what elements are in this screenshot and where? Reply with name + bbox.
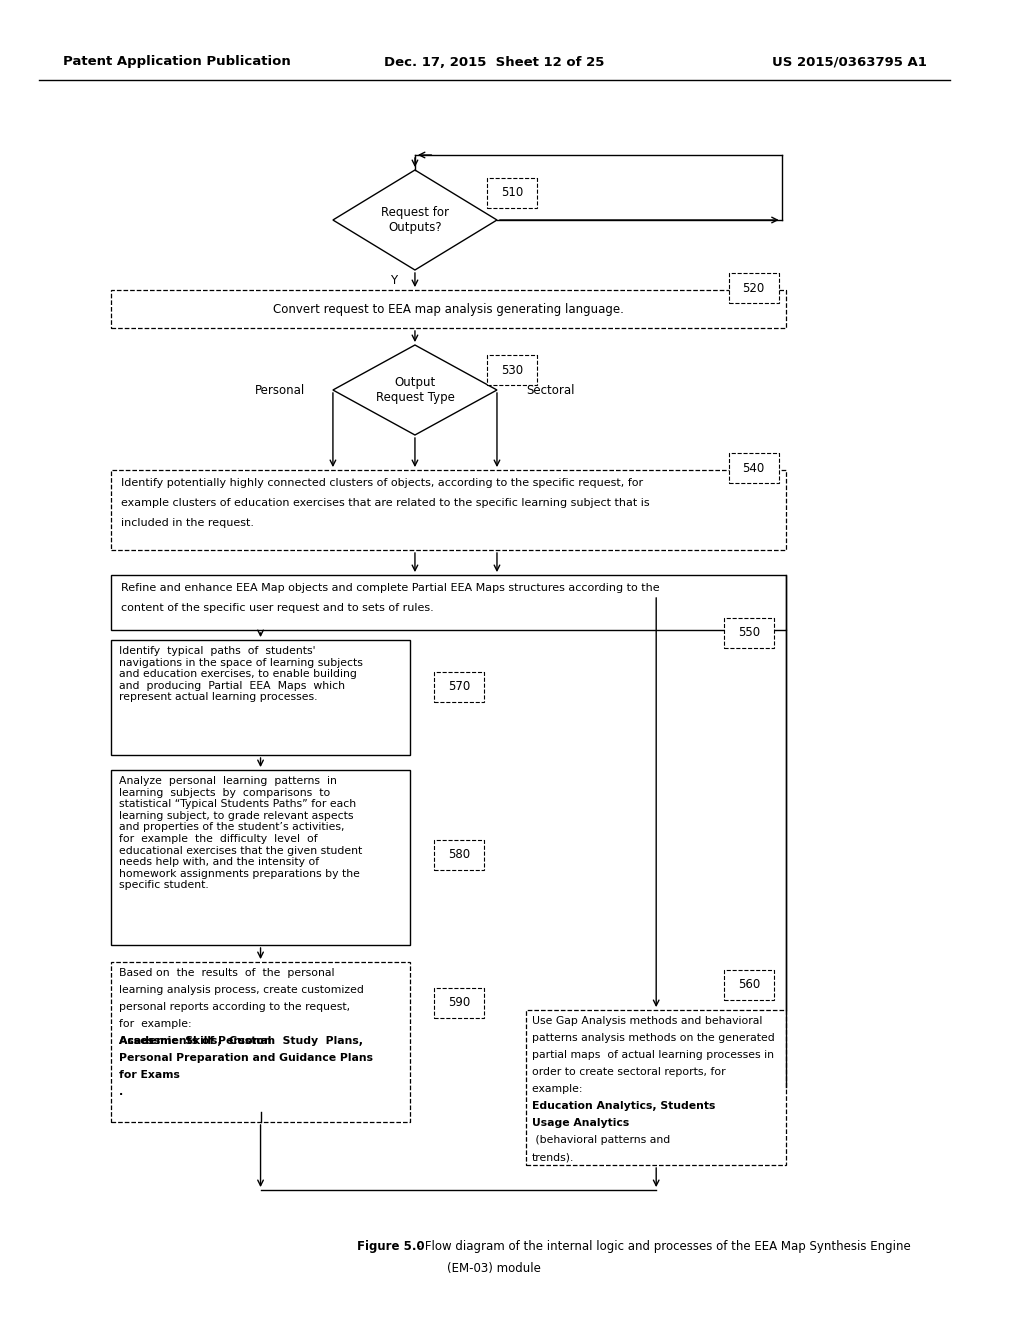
Text: order to create sectoral reports, for: order to create sectoral reports, for <box>531 1067 725 1077</box>
FancyBboxPatch shape <box>111 290 786 327</box>
FancyBboxPatch shape <box>111 576 786 630</box>
Text: 580: 580 <box>449 849 470 862</box>
Text: Output
Request Type: Output Request Type <box>376 376 455 404</box>
Text: (EM-03) module: (EM-03) module <box>447 1262 541 1275</box>
Text: Analyze  personal  learning  patterns  in
learning  subjects  by  comparisons  t: Analyze personal learning patterns in le… <box>119 776 361 891</box>
FancyBboxPatch shape <box>724 618 774 648</box>
FancyBboxPatch shape <box>526 1010 786 1166</box>
FancyBboxPatch shape <box>724 970 774 1001</box>
Text: Personal Preparation and Guidance Plans: Personal Preparation and Guidance Plans <box>119 1053 373 1063</box>
Text: Refine and enhance EEA Map objects and complete Partial EEA Maps structures acco: Refine and enhance EEA Map objects and c… <box>121 583 659 593</box>
Text: Academic  Skills,  Custom  Study  Plans,: Academic Skills, Custom Study Plans, <box>119 1036 362 1045</box>
Text: Based on  the  results  of  the  personal: Based on the results of the personal <box>119 968 334 978</box>
Text: 530: 530 <box>502 363 523 376</box>
Text: for Exams: for Exams <box>119 1071 179 1080</box>
FancyBboxPatch shape <box>487 355 538 385</box>
Text: .: . <box>119 1086 123 1097</box>
FancyBboxPatch shape <box>728 273 778 304</box>
FancyBboxPatch shape <box>434 840 484 870</box>
Text: Identify  typical  paths  of  students'
navigations in the space of learning sub: Identify typical paths of students' navi… <box>119 645 362 702</box>
Text: 520: 520 <box>742 281 765 294</box>
FancyBboxPatch shape <box>111 640 411 755</box>
Text: patterns analysis methods on the generated: patterns analysis methods on the generat… <box>531 1034 774 1043</box>
FancyBboxPatch shape <box>728 453 778 483</box>
Text: Request for
Outputs?: Request for Outputs? <box>381 206 449 234</box>
Text: included in the request.: included in the request. <box>121 517 254 528</box>
Text: Dec. 17, 2015  Sheet 12 of 25: Dec. 17, 2015 Sheet 12 of 25 <box>384 55 604 69</box>
Text: for  example:: for example: <box>119 1019 195 1030</box>
Text: Usage Analytics: Usage Analytics <box>531 1118 629 1129</box>
Polygon shape <box>333 345 497 436</box>
FancyBboxPatch shape <box>111 470 786 550</box>
Text: Use Gap Analysis methods and behavioral: Use Gap Analysis methods and behavioral <box>531 1016 762 1026</box>
FancyBboxPatch shape <box>487 178 538 209</box>
Text: example clusters of education exercises that are related to the specific learnin: example clusters of education exercises … <box>121 498 649 508</box>
Text: Education Analytics, Students: Education Analytics, Students <box>531 1101 715 1111</box>
FancyBboxPatch shape <box>434 987 484 1018</box>
Text: Convert request to EEA map analysis generating language.: Convert request to EEA map analysis gene… <box>273 302 625 315</box>
Text: 570: 570 <box>449 681 470 693</box>
FancyBboxPatch shape <box>111 962 411 1122</box>
Text: Identify potentially highly connected clusters of objects, according to the spec: Identify potentially highly connected cl… <box>121 478 643 488</box>
Text: trends).: trends). <box>531 1152 574 1162</box>
Text: Patent Application Publication: Patent Application Publication <box>62 55 291 69</box>
Text: 540: 540 <box>742 462 765 474</box>
Text: personal reports according to the request,: personal reports according to the reques… <box>119 1002 350 1012</box>
Text: Sectoral: Sectoral <box>525 384 574 396</box>
Text: - Flow diagram of the internal logic and processes of the EEA Map Synthesis Engi: - Flow diagram of the internal logic and… <box>413 1239 910 1253</box>
Text: 590: 590 <box>449 997 470 1010</box>
Text: content of the specific user request and to sets of rules.: content of the specific user request and… <box>121 603 433 612</box>
Text: 560: 560 <box>737 978 760 991</box>
Text: Personal: Personal <box>255 384 305 396</box>
Text: example:: example: <box>531 1084 586 1094</box>
Polygon shape <box>333 170 497 271</box>
FancyBboxPatch shape <box>111 770 411 945</box>
Text: Assessments of Personal: Assessments of Personal <box>119 1036 271 1045</box>
Text: 550: 550 <box>737 627 760 639</box>
FancyBboxPatch shape <box>434 672 484 702</box>
Text: Y: Y <box>390 275 397 286</box>
Text: Figure 5.0: Figure 5.0 <box>357 1239 425 1253</box>
Text: learning analysis process, create customized: learning analysis process, create custom… <box>119 985 364 995</box>
Text: (behavioral patterns and: (behavioral patterns and <box>531 1135 670 1144</box>
Text: partial maps  of actual learning processes in: partial maps of actual learning processe… <box>531 1049 774 1060</box>
Text: N: N <box>505 195 513 209</box>
Text: 510: 510 <box>502 186 523 199</box>
Text: US 2015/0363795 A1: US 2015/0363795 A1 <box>771 55 927 69</box>
